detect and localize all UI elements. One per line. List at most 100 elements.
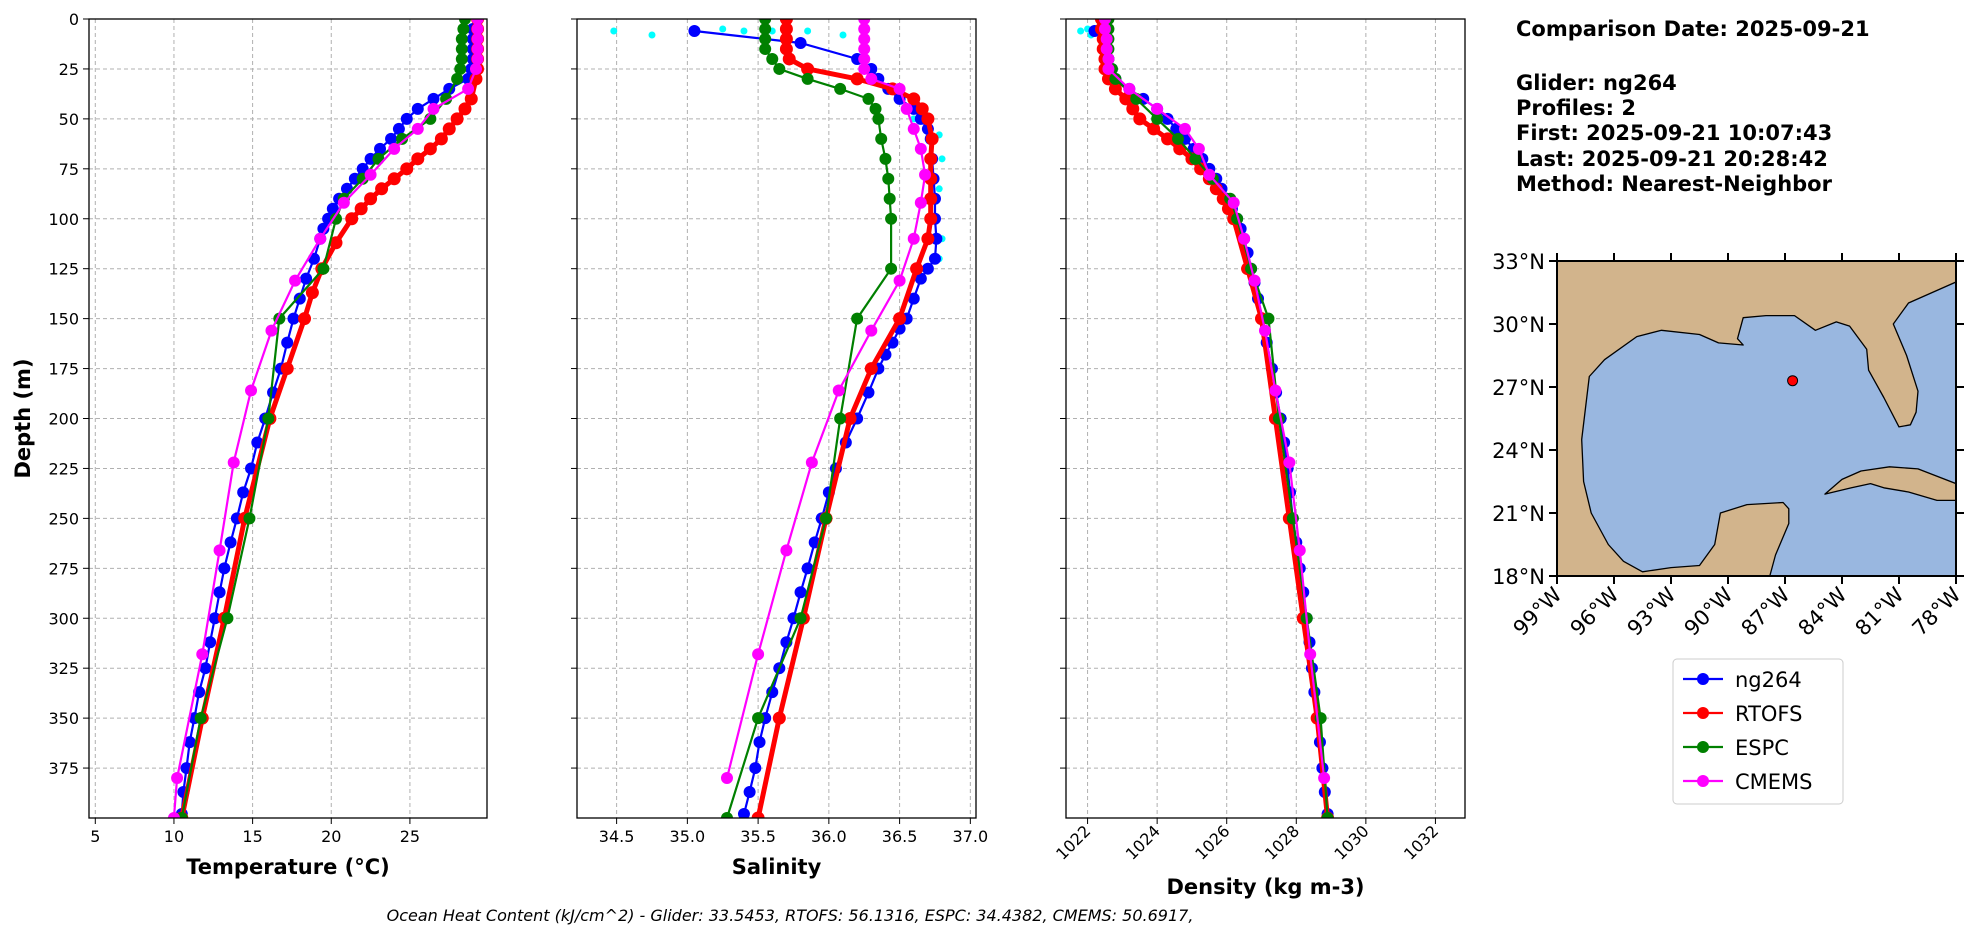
espc-point: [851, 312, 864, 325]
rtofs-point: [893, 312, 907, 326]
lat-tick-label: 24°N: [1492, 439, 1545, 463]
ohc-caption: Ocean Heat Content (kJ/cm^2) - Glider: 3…: [387, 906, 1194, 925]
espc-point: [869, 102, 882, 115]
ng264-line: [1093, 30, 1329, 815]
espc-point: [773, 62, 786, 75]
y-tick-label: 300: [48, 609, 79, 628]
series-ng264: [1088, 24, 1334, 818]
rtofs-point: [907, 92, 921, 106]
espc-point: [883, 192, 896, 205]
espc-point: [820, 512, 833, 525]
cmems-point: [1098, 19, 1111, 25]
x-axis-label: Salinity: [732, 855, 822, 879]
cmems-point: [1283, 456, 1296, 469]
rtofs-point: [411, 152, 425, 166]
rtofs-point: [354, 202, 368, 216]
rtofs-point: [458, 102, 472, 116]
ng264-point: [213, 586, 226, 599]
x-tick-label: 10: [164, 827, 184, 846]
lat-tick-label: 21°N: [1492, 502, 1545, 526]
cmems-point: [858, 22, 871, 35]
rtofs-point: [280, 362, 294, 376]
x-tick-label: 25: [400, 827, 420, 846]
x-tick-label: 1022: [1052, 821, 1094, 863]
espc-point: [317, 262, 330, 275]
rtofs-point: [921, 112, 935, 126]
x-axis-label: Density (kg m-3): [1166, 875, 1364, 899]
cmems-point: [907, 122, 920, 135]
cmems-point: [364, 168, 377, 181]
rtofs-point: [779, 42, 793, 56]
x-tick-label: 1030: [1330, 821, 1372, 863]
rtofs-point: [442, 122, 456, 136]
rtofs-point: [924, 192, 938, 206]
cmems-point: [1123, 82, 1136, 95]
legend-entry-espc: ESPC: [1683, 736, 1789, 760]
rtofs-point: [910, 262, 924, 276]
ng264-point: [794, 36, 807, 49]
series-ng264: [688, 24, 943, 818]
cmems-point: [865, 324, 878, 337]
cmems-line: [1103, 19, 1326, 779]
lat-tick-label: 18°N: [1492, 565, 1545, 589]
rtofs-point: [1119, 92, 1133, 106]
y-tick-label: 150: [48, 310, 79, 329]
cmems-point: [752, 648, 765, 661]
comparison-date: Comparison Date: 2025-09-21: [1516, 17, 1870, 41]
raw-point: [1077, 27, 1085, 35]
cuba: [1824, 466, 1956, 502]
ng264-point: [907, 292, 920, 305]
cmems-point: [337, 196, 350, 209]
density-panel: 1022 1024 1026 1028 1030 1032 Density (kg m-3): [1052, 18, 1466, 899]
cmems-point: [171, 772, 184, 785]
cmems-point: [1151, 102, 1164, 115]
legend-marker: [1697, 707, 1709, 719]
cmems-point: [720, 772, 733, 785]
cmems-point: [213, 544, 226, 557]
x-tick-label: 36.5: [882, 827, 918, 846]
lat-tick-label: 33°N: [1492, 250, 1545, 274]
series-cmems: [167, 19, 484, 818]
legend-label: ESPC: [1735, 736, 1789, 760]
y-tick-label: 350: [48, 709, 79, 728]
cmems-point: [427, 102, 440, 115]
espc-point: [1151, 112, 1164, 125]
legend-label: ng264: [1735, 668, 1802, 692]
rtofs-point: [305, 286, 319, 300]
espc-point: [862, 92, 875, 105]
cmems-point: [471, 22, 484, 35]
cmems-point: [1203, 168, 1216, 181]
cmems-point: [1238, 232, 1251, 245]
espc-point: [440, 92, 453, 105]
y-tick-label: 25: [59, 60, 79, 79]
rtofs-point: [345, 212, 359, 226]
cmems-point: [900, 102, 913, 115]
espc-point: [1109, 72, 1122, 85]
rtofs-point: [864, 362, 878, 376]
lon-tick-label: 81°W: [1851, 582, 1909, 640]
ng264-line: [694, 29, 938, 815]
espc-point: [834, 82, 847, 95]
raw-point: [938, 155, 946, 163]
legend-entry-cmems: CMEMS: [1683, 770, 1813, 794]
espc-point: [455, 32, 468, 45]
rtofs-point: [1147, 122, 1161, 136]
raw-point: [804, 27, 812, 35]
lon-tick-label: 78°W: [1908, 582, 1966, 640]
cmems-point: [314, 232, 327, 245]
series-group: [1077, 19, 1335, 818]
espc-point: [454, 62, 467, 75]
rtofs-point: [1194, 162, 1208, 176]
rtofs-point: [375, 182, 389, 196]
lon-tick-label: 96°W: [1566, 582, 1624, 640]
lon-tick-label: 87°W: [1737, 582, 1795, 640]
rtofs-point: [779, 22, 793, 36]
rtofs-point: [434, 132, 448, 146]
espc-line: [1107, 19, 1329, 818]
lat-tick-label: 30°N: [1492, 313, 1545, 337]
cmems-point: [907, 232, 920, 245]
cmems-point: [1258, 324, 1271, 337]
rtofs-point: [423, 142, 437, 156]
espc-point: [1262, 312, 1275, 325]
